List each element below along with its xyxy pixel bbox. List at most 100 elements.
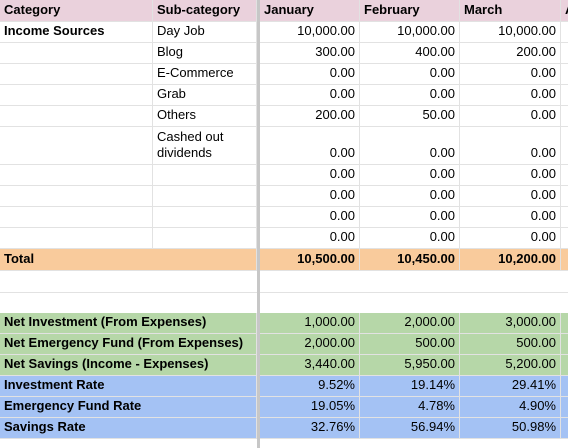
value-cell: 4.78% — [360, 397, 460, 418]
extra-cell — [561, 106, 568, 127]
label-cell — [153, 186, 257, 207]
value-cell: 0.00 — [260, 228, 360, 249]
value-cell: 0.00 — [460, 228, 561, 249]
value-cell: 0.00 — [460, 85, 561, 106]
label-cell: Total — [0, 249, 153, 271]
label-cell — [153, 334, 257, 355]
header-cell: A — [561, 0, 568, 22]
value-cell: 0.00 — [460, 127, 561, 165]
header-cell: March — [460, 0, 561, 22]
cell-text: 5,950.00 — [404, 356, 455, 371]
label-cell — [0, 43, 153, 64]
label-cell — [0, 228, 153, 249]
cell-text: 200.00 — [315, 107, 355, 122]
cell-text: Net Emergency Fund (From Expenses) — [4, 335, 244, 350]
value-cell: 10,200.00 — [460, 249, 561, 271]
label-cell — [153, 165, 257, 186]
cell-text: Net Savings (Income - Expenses) — [4, 356, 209, 371]
label-cell: Grab — [153, 85, 257, 106]
cell-text: 400.00 — [415, 44, 455, 59]
cell-text: 0.00 — [329, 65, 355, 80]
cell-text: 19.05% — [310, 398, 355, 413]
value-cell: 32.76% — [260, 418, 360, 439]
cell-text: 0.00 — [530, 229, 556, 244]
cell-text: 500.00 — [516, 335, 556, 350]
value-cell: 0.00 — [360, 228, 460, 249]
value-cell: 10,500.00 — [260, 249, 360, 271]
cell-text: 0.00 — [530, 107, 556, 122]
cell-text: 5,200.00 — [505, 356, 556, 371]
label-cell — [0, 165, 153, 186]
label-cell — [153, 228, 257, 249]
value-cell: 300.00 — [260, 43, 360, 64]
label-cell — [0, 186, 153, 207]
cell-text: March — [464, 2, 503, 17]
cell-text: 4.90% — [519, 398, 556, 413]
extra-cell — [561, 43, 568, 64]
extra-cell — [561, 127, 568, 165]
cell-text: 0.00 — [429, 86, 455, 101]
cell-text: 19.14% — [410, 377, 455, 392]
cell-text: 0.00 — [329, 86, 355, 101]
value-cell: 3,440.00 — [260, 355, 360, 376]
cell-text: 32.76% — [310, 419, 355, 434]
value-cell: 19.14% — [360, 376, 460, 397]
cell-text: 0.00 — [530, 166, 556, 181]
value-cell: 0.00 — [260, 127, 360, 165]
empty-row — [0, 271, 568, 293]
row-fill — [0, 355, 568, 376]
cell-text: 0.00 — [429, 166, 455, 181]
label-cell: E-Commerce — [153, 64, 257, 85]
cell-text: 0.00 — [329, 229, 355, 244]
extra-cell — [561, 334, 568, 355]
header-cell: January — [260, 0, 360, 22]
cell-text: 500.00 — [415, 335, 455, 350]
label-cell — [153, 313, 257, 334]
label-cell — [0, 127, 153, 165]
cell-text: 56.94% — [410, 419, 455, 434]
value-cell: 29.41% — [460, 376, 561, 397]
cell-text: 3,440.00 — [304, 356, 355, 371]
label-cell: Savings Rate — [0, 418, 153, 439]
cell-text: 50.98% — [511, 419, 556, 434]
cell-text: Others — [157, 107, 197, 122]
cell-text: Total — [4, 251, 35, 266]
value-cell: 4.90% — [460, 397, 561, 418]
value-cell: 10,450.00 — [360, 249, 460, 271]
cell-text: 29.41% — [511, 377, 556, 392]
value-cell: 0.00 — [360, 207, 460, 228]
header-row — [0, 0, 568, 22]
cell-text: 0.00 — [429, 208, 455, 223]
cell-text: A — [565, 2, 568, 18]
value-cell: 56.94% — [360, 418, 460, 439]
value-cell: 19.05% — [260, 397, 360, 418]
cell-text: 3,000.00 — [505, 314, 556, 329]
cell-text: 10,000.00 — [397, 23, 455, 38]
extra-cell — [561, 249, 568, 271]
cell-text: 0.00 — [530, 187, 556, 202]
extra-cell — [561, 313, 568, 334]
row-fill — [0, 376, 568, 397]
value-cell: 0.00 — [460, 165, 561, 186]
value-cell: 0.00 — [260, 165, 360, 186]
cell-text: 0.00 — [329, 145, 355, 160]
value-cell: 0.00 — [360, 64, 460, 85]
cell-text: Cashed out dividends — [157, 129, 224, 160]
cell-text: 2,000.00 — [304, 335, 355, 350]
label-cell: Net Savings (Income - Expenses) — [0, 355, 208, 376]
value-cell: 10,000.00 — [460, 22, 561, 43]
extra-cell — [561, 355, 568, 376]
value-cell: 2,000.00 — [260, 334, 360, 355]
row-fill — [0, 418, 568, 439]
label-cell — [153, 249, 257, 271]
cell-text: 2,000.00 — [404, 314, 455, 329]
extra-cell — [561, 418, 568, 439]
cell-text: 10,000.00 — [498, 23, 556, 38]
value-cell: 3,000.00 — [460, 313, 561, 334]
value-cell: 200.00 — [460, 43, 561, 64]
value-cell: 0.00 — [360, 186, 460, 207]
empty-row — [0, 292, 568, 314]
value-cell: 10,000.00 — [260, 22, 360, 43]
label-cell — [153, 207, 257, 228]
value-cell: 5,200.00 — [460, 355, 561, 376]
